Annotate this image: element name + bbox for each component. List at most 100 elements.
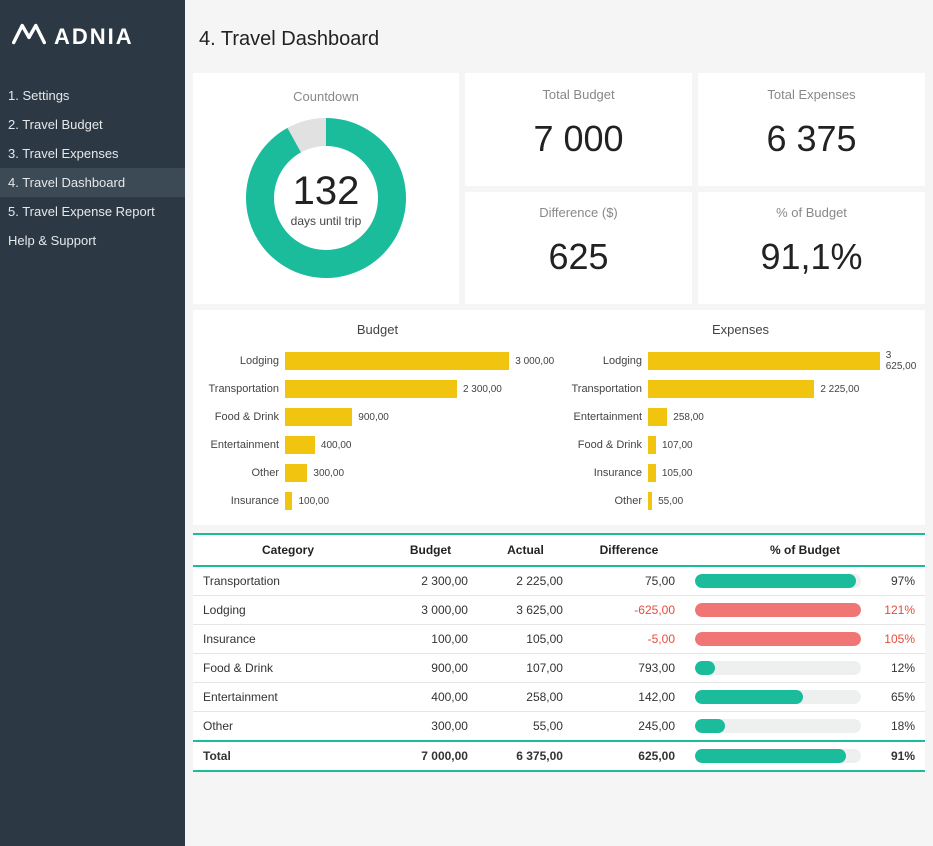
bar-label: Insurance — [562, 467, 648, 479]
cell-pct: 91% — [685, 741, 925, 771]
total-expenses-value: 6 375 — [698, 110, 925, 184]
pct-value: 121% — [871, 603, 915, 617]
bar-value: 3 000,00 — [515, 356, 554, 367]
pct-bar-track — [695, 661, 861, 675]
bar-row: Transportation 2 225,00 — [562, 375, 919, 403]
table-row: Entertainment400,00258,00142,0065% — [193, 683, 925, 712]
table-header: % of Budget — [685, 534, 925, 566]
cell-budget: 300,00 — [383, 712, 478, 742]
bar-label: Entertainment — [199, 439, 285, 451]
sidebar-item-3[interactable]: 4. Travel Dashboard — [0, 168, 185, 197]
page-title: 4. Travel Dashboard — [193, 0, 925, 73]
cell-difference: -5,00 — [573, 625, 685, 654]
bar-row: Entertainment400,00 — [199, 431, 556, 459]
summary-table: CategoryBudgetActualDifference% of Budge… — [193, 533, 925, 772]
logo-icon — [12, 22, 46, 51]
pct-value: 65% — [871, 690, 915, 704]
bar-track: 100,00 — [285, 492, 556, 510]
bar-fill — [285, 408, 352, 426]
cell-actual: 55,00 — [478, 712, 573, 742]
budget-barchart: Budget Lodging 3 000,00 Transportation2 30… — [199, 318, 556, 515]
pct-bar-fill — [695, 690, 803, 704]
bar-track: 900,00 — [285, 408, 556, 426]
pct-budget-value: 91,1% — [698, 228, 925, 302]
bar-fill — [285, 380, 457, 398]
cell-difference: 75,00 — [573, 566, 685, 596]
expenses-barchart: Expenses Lodging 3 625,00 Transportation 2 … — [562, 318, 919, 515]
pct-bar-fill — [695, 574, 856, 588]
cell-difference: 142,00 — [573, 683, 685, 712]
logo: ADNIA — [0, 0, 185, 81]
bar-label: Transportation — [562, 383, 648, 395]
pct-value: 18% — [871, 719, 915, 733]
cell-difference: 625,00 — [573, 741, 685, 771]
bar-value: 100,00 — [298, 496, 329, 507]
pct-bar-track — [695, 574, 861, 588]
total-budget-value: 7 000 — [465, 110, 692, 184]
cell-budget: 3 000,00 — [383, 596, 478, 625]
pct-bar-track — [695, 690, 861, 704]
bar-value: 105,00 — [662, 468, 693, 479]
bar-value: 2 225,00 — [820, 384, 859, 395]
expenses-chart-title: Expenses — [562, 318, 919, 347]
bar-fill — [648, 436, 656, 454]
bar-fill — [648, 380, 814, 398]
pct-value: 105% — [871, 632, 915, 646]
table-header: Budget — [383, 534, 478, 566]
bar-row: Lodging 3 625,00 — [562, 347, 919, 375]
table-header: Category — [193, 534, 383, 566]
bar-row: Lodging 3 000,00 — [199, 347, 556, 375]
bar-row: Other300,00 — [199, 459, 556, 487]
cell-actual: 105,00 — [478, 625, 573, 654]
pct-bar-fill — [695, 632, 861, 646]
cell-difference: -625,00 — [573, 596, 685, 625]
difference-title: Difference ($) — [465, 193, 692, 228]
table-row: Insurance100,00105,00-5,00105% — [193, 625, 925, 654]
pct-budget-title: % of Budget — [698, 193, 925, 228]
cell-category: Entertainment — [193, 683, 383, 712]
pct-bar-fill — [695, 719, 725, 733]
table-row: Other300,0055,00245,0018% — [193, 712, 925, 742]
bar-row: Food & Drink900,00 — [199, 403, 556, 431]
countdown-donut: 132 days until trip — [238, 110, 414, 286]
cell-budget: 900,00 — [383, 654, 478, 683]
bar-row: Insurance 100,00 — [199, 487, 556, 515]
bar-value: 300,00 — [313, 468, 344, 479]
bar-label: Lodging — [199, 355, 285, 367]
bar-label: Lodging — [562, 355, 648, 367]
bar-track: 55,00 — [648, 492, 919, 510]
bar-value: 3 625,00 — [886, 350, 919, 372]
bar-label: Insurance — [199, 495, 285, 507]
bar-track: 2 300,00 — [285, 380, 556, 398]
table-row: Lodging3 000,003 625,00-625,00121% — [193, 596, 925, 625]
pct-value: 97% — [871, 574, 915, 588]
pct-bar-fill — [695, 603, 861, 617]
sidebar-item-5[interactable]: Help & Support — [0, 226, 185, 255]
cell-actual: 2 225,00 — [478, 566, 573, 596]
sidebar-item-4[interactable]: 5. Travel Expense Report — [0, 197, 185, 226]
bar-track: 2 225,00 — [648, 380, 919, 398]
bar-label: Entertainment — [562, 411, 648, 423]
bar-row: Other55,00 — [562, 487, 919, 515]
pct-value: 12% — [871, 661, 915, 675]
cell-budget: 2 300,00 — [383, 566, 478, 596]
bar-track: 3 000,00 — [285, 352, 556, 370]
bar-charts-row: Budget Lodging3 000,00Transportation2 30… — [193, 310, 925, 525]
difference-value: 625 — [465, 228, 692, 302]
table-total-row: Total7 000,006 375,00625,0091% — [193, 741, 925, 771]
bar-fill — [648, 492, 652, 510]
sidebar-item-0[interactable]: 1. Settings — [0, 81, 185, 110]
pct-bar-fill — [695, 661, 715, 675]
cell-actual: 6 375,00 — [478, 741, 573, 771]
sidebar-item-2[interactable]: 3. Travel Expenses — [0, 139, 185, 168]
countdown-sub: days until trip — [291, 214, 362, 228]
logo-text: ADNIA — [54, 24, 134, 50]
cell-pct: 12% — [685, 654, 925, 683]
total-expenses-title: Total Expenses — [698, 75, 925, 110]
bar-row: Entertainment258,00 — [562, 403, 919, 431]
budget-chart-title: Budget — [199, 318, 556, 347]
table-header: Actual — [478, 534, 573, 566]
bar-label: Transportation — [199, 383, 285, 395]
sidebar-item-1[interactable]: 2. Travel Budget — [0, 110, 185, 139]
cell-pct: 65% — [685, 683, 925, 712]
